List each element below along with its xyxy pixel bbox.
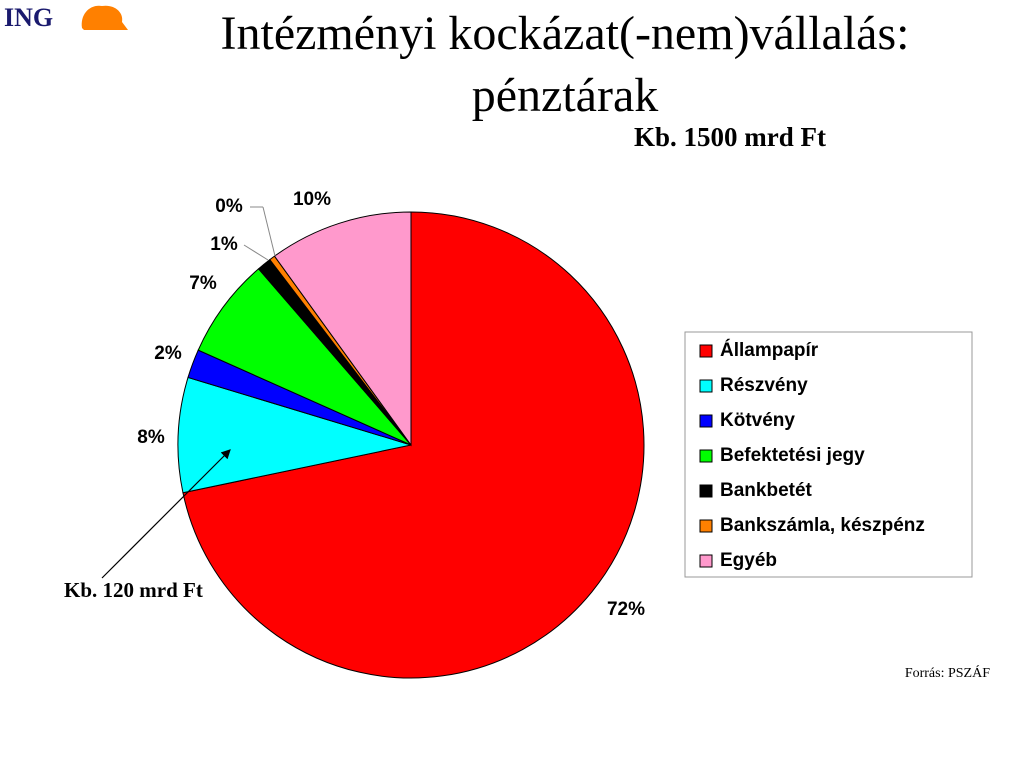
legend-swatch xyxy=(699,484,713,498)
source: Forrás: PSZÁF xyxy=(905,664,990,681)
pie-slice xyxy=(197,268,412,446)
title-line: pénztárak xyxy=(472,69,659,122)
pie-slice xyxy=(182,211,645,679)
data-label: 1% xyxy=(210,234,238,255)
data-label: 72% xyxy=(607,599,645,620)
logo-text: ING xyxy=(4,3,53,32)
legend-label: Egyéb xyxy=(720,550,777,571)
data-label: 7% xyxy=(189,273,217,294)
legend-swatch xyxy=(699,379,713,393)
legend: Állampapír Részvény Kötvény Befektetési jeg… xyxy=(699,339,925,571)
legend-label: Bankbetét xyxy=(720,480,813,501)
legend-label: Kötvény xyxy=(720,410,795,431)
data-label: 2% xyxy=(154,343,182,364)
logo-lion xyxy=(81,5,128,30)
pie-slice xyxy=(273,211,412,447)
legend-swatch xyxy=(699,519,713,533)
legend-swatch xyxy=(699,449,713,463)
data-label: 8% xyxy=(137,427,165,448)
annotation: Kb. 120 mrd Ft xyxy=(64,578,203,602)
annotation-arrow xyxy=(101,449,231,579)
pie-slice xyxy=(177,376,412,494)
leader-line xyxy=(262,206,276,257)
data-label: 0% xyxy=(215,196,243,217)
logo: ING xyxy=(4,3,128,32)
subtitle: Kb. 1500 mrd Ft xyxy=(634,122,826,152)
legend-label: Állampapír xyxy=(720,339,819,361)
legend-swatch xyxy=(699,554,713,568)
leader-line xyxy=(243,244,269,261)
legend-label: Bankszámla, készpénz xyxy=(720,515,925,536)
legend-swatch xyxy=(699,414,713,428)
legend-box xyxy=(684,331,973,578)
pie: 72% 8% 2% 7% 1% 0% 10% xyxy=(137,189,645,679)
legend-label: Részvény xyxy=(720,375,808,396)
legend-label: Befektetési jegy xyxy=(720,445,865,466)
title-line: Intézményi kockázat(-nem)vállalás: xyxy=(221,7,910,60)
legend-swatch xyxy=(699,344,713,358)
data-label: 10% xyxy=(293,189,331,210)
